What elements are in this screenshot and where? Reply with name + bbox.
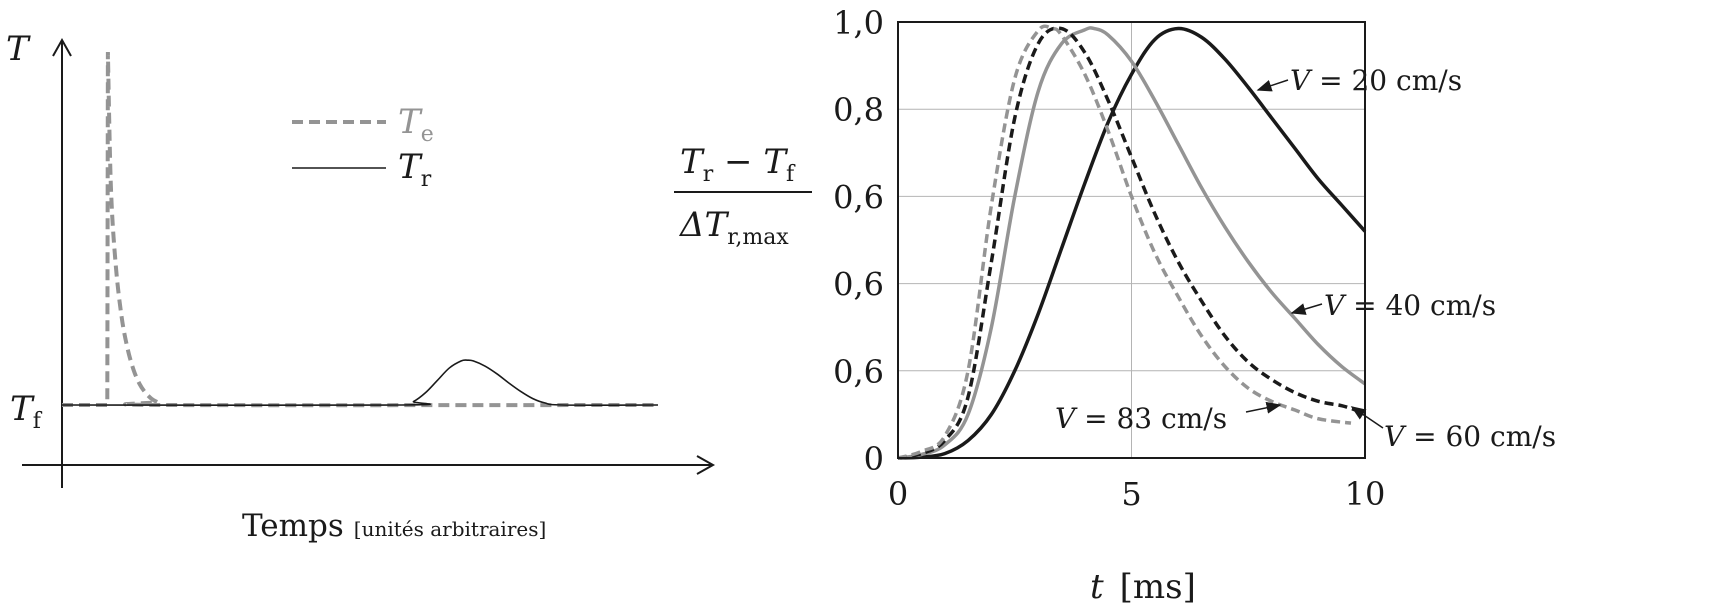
right-y-label: Tr − Tf ΔTr,max <box>674 142 812 250</box>
arrow-icon <box>1350 406 1384 429</box>
legend-te-label: Te <box>398 102 434 147</box>
x-tick-label: 5 <box>1121 475 1141 513</box>
y-tick-label: 0,6 <box>833 178 884 216</box>
y-tick-label: 1,0 <box>833 4 884 42</box>
series-line-40cms <box>897 26 1367 460</box>
y-label-numerator: Tr − Tf <box>680 142 796 187</box>
left-y-label: T <box>6 29 31 69</box>
arrow-icon <box>1290 303 1323 315</box>
label-v83: V = 83 cm/s <box>1055 402 1227 435</box>
arrow-icon <box>1245 401 1282 414</box>
annotation-v20: V = 20 cm/s <box>1256 64 1462 97</box>
left-y-axis-arrow-icon <box>52 37 72 57</box>
label-v40: V = 40 cm/s <box>1324 289 1496 322</box>
x-tick-labels: 0 5 10 <box>888 475 1386 513</box>
series-te-line <box>62 51 659 408</box>
series-line-83cms <box>897 24 1352 460</box>
x-tick-label: 10 <box>1345 475 1386 513</box>
y-tick-label: 0,8 <box>833 91 884 129</box>
left-legend: Te Tr <box>292 102 434 192</box>
y-tick-label: 0 <box>864 440 884 478</box>
arrow-icon <box>1256 79 1289 92</box>
series-line-60cms <box>897 26 1357 460</box>
right-chart: Tr − Tf ΔTr,max 1,0 0,8 0,6 0,6 0,6 0 0 5 10 t[… <box>674 4 1556 607</box>
plot-frame <box>897 21 1366 459</box>
series-tr-line <box>61 359 659 407</box>
y-tick-label: 0,6 <box>833 266 884 304</box>
left-x-label: Temps [unités arbitraires] <box>242 508 546 544</box>
x-tick-label: 0 <box>888 475 908 513</box>
annotation-v60: V = 60 cm/s <box>1350 406 1556 453</box>
y-tick-labels: 1,0 0,8 0,6 0,6 0,6 0 <box>833 4 884 478</box>
curves <box>897 24 1367 460</box>
right-x-label: t [ms] <box>1090 567 1196 607</box>
y-label-denominator: ΔTr,max <box>678 205 789 250</box>
annotation-v83: V = 83 cm/s <box>1055 401 1282 435</box>
series-line-20cms <box>897 26 1367 460</box>
left-chart: T Tf Te Tr Temps [unités arbitraires] <box>6 29 716 544</box>
tf-marker-label: Tf <box>10 389 43 434</box>
y-tick-label: 0,6 <box>833 353 884 391</box>
label-v20: V = 20 cm/s <box>1290 64 1462 97</box>
label-v60: V = 60 cm/s <box>1384 420 1556 453</box>
annotation-v40: V = 40 cm/s <box>1290 289 1496 322</box>
left-x-axis-arrow-icon <box>696 455 716 475</box>
legend-tr-label: Tr <box>398 147 432 192</box>
